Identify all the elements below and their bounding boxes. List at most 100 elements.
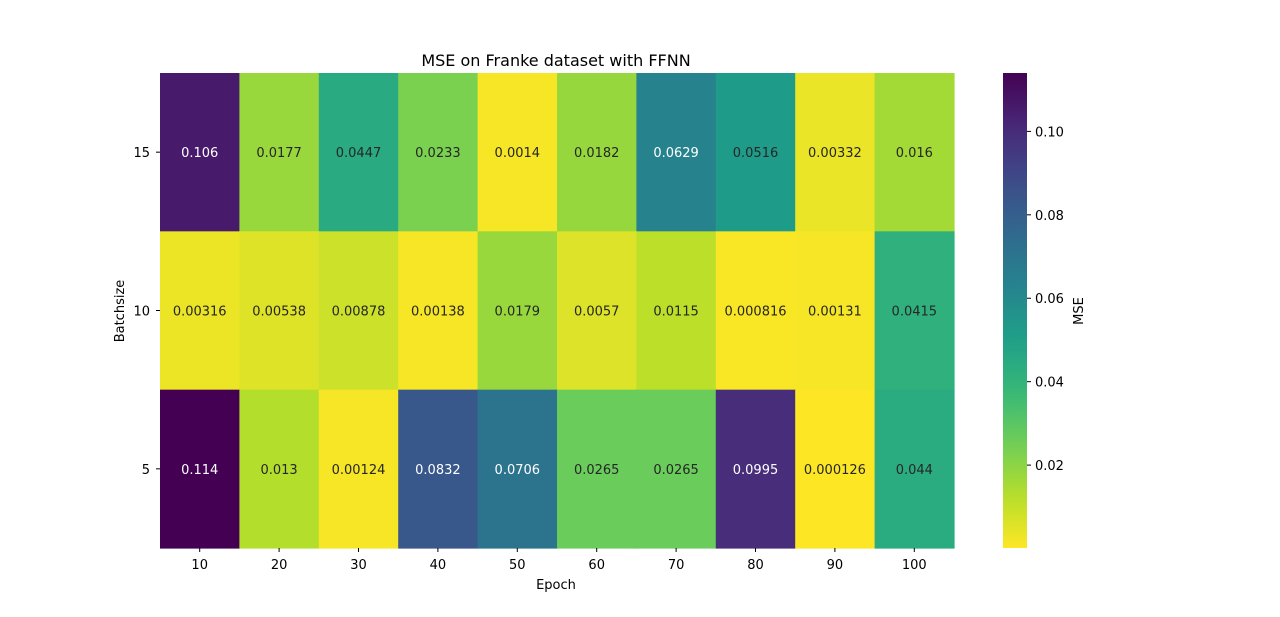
cell-value-label: 0.106	[181, 146, 218, 161]
heatmap-cell: 0.0265	[557, 389, 637, 549]
heatmap-cell-rect	[239, 231, 320, 391]
cell-value-label: 0.000126	[804, 463, 866, 478]
heatmap-cell-rect	[398, 231, 479, 391]
y-tick-label: 10	[133, 305, 150, 320]
cell-value-label: 0.0706	[495, 463, 541, 478]
heatmap-cell-rect	[239, 389, 320, 549]
heatmap-cell-rect	[160, 73, 240, 232]
cell-value-label: 0.0182	[574, 146, 620, 161]
heatmap-cell: 0.00138	[398, 231, 479, 391]
heatmap-cell-rect	[477, 73, 558, 232]
heatmap-cell: 0.0832	[398, 389, 479, 549]
heatmap-cells: 0.106 0.0177 0.0447 0.0233 0.0014 0.0182 0.062…	[160, 73, 955, 549]
x-tick-label: 20	[271, 558, 288, 573]
heatmap-cell: 0.106	[160, 73, 240, 232]
cell-value-label: 0.00538	[252, 305, 306, 320]
heatmap-cell: 0.0057	[557, 231, 637, 391]
heatmap-cell: 0.0629	[636, 73, 717, 232]
cell-value-label: 0.0629	[653, 146, 699, 161]
colorbar-tick-label: 0.02	[1035, 459, 1064, 474]
y-tick-label: 15	[133, 146, 150, 161]
chart-title: MSE on Franke dataset with FFNN	[421, 51, 690, 70]
colorbar: 0.02 0.04 0.06 0.08 0.10	[1003, 73, 1064, 548]
heatmap-cell: 0.044	[874, 389, 955, 549]
heatmap-cell: 0.00332	[795, 73, 876, 232]
x-tick-label: 70	[668, 558, 685, 573]
heatmap-cell: 0.00538	[239, 231, 320, 391]
heatmap-cell-rect	[318, 231, 399, 391]
heatmap-cell: 0.0415	[874, 231, 955, 391]
cell-value-label: 0.0014	[495, 146, 541, 161]
x-tick-label: 100	[902, 558, 927, 573]
heatmap-cell-rect	[239, 73, 320, 232]
heatmap-cell-rect	[874, 231, 955, 391]
heatmap-cell: 0.0447	[318, 73, 399, 232]
colorbar-tick-label: 0.08	[1035, 209, 1064, 224]
colorbar-tick-label: 0.04	[1035, 376, 1064, 391]
x-tick-label: 30	[350, 558, 367, 573]
x-tick-label: 60	[588, 558, 605, 573]
heatmap-cell: 0.0265	[636, 389, 717, 549]
heatmap-cell-rect	[557, 389, 637, 549]
heatmap-cell: 0.00124	[318, 389, 399, 549]
cell-value-label: 0.00131	[808, 305, 862, 320]
heatmap-cell: 0.0177	[239, 73, 320, 232]
heatmap-cell: 0.0995	[715, 389, 796, 549]
heatmap-cell-rect	[398, 389, 479, 549]
heatmap-cell: 0.0516	[715, 73, 796, 232]
cell-value-label: 0.0265	[653, 463, 699, 478]
heatmap-cell-rect	[715, 389, 796, 549]
cell-value-label: 0.044	[896, 463, 933, 478]
x-tick-label: 10	[191, 558, 208, 573]
heatmap-cell: 0.0014	[477, 73, 558, 232]
cell-value-label: 0.00138	[411, 305, 465, 320]
heatmap-cell: 0.0115	[636, 231, 717, 391]
colorbar-tick-label: 0.06	[1035, 292, 1064, 307]
cell-value-label: 0.00878	[332, 305, 386, 320]
heatmap-cell-rect	[318, 389, 399, 549]
heatmap-cell-rect	[398, 73, 479, 232]
heatmap-cell: 0.000816	[715, 231, 796, 391]
y-axis: 15 10 5	[133, 146, 160, 478]
cell-value-label: 0.0516	[733, 146, 779, 161]
cell-value-label: 0.114	[181, 463, 218, 478]
heatmap-cell: 0.000126	[795, 389, 876, 549]
x-tick-label: 50	[509, 558, 526, 573]
x-axis: 10 20 30 40 50 60 70 80 90 100	[191, 548, 927, 573]
heatmap-cell: 0.0179	[477, 231, 558, 391]
y-axis-label: Batchsize	[113, 280, 128, 343]
heatmap-cell-rect	[795, 73, 876, 232]
heatmap-cell: 0.013	[239, 389, 320, 549]
cell-value-label: 0.00316	[173, 305, 227, 320]
cell-value-label: 0.00332	[808, 146, 862, 161]
heatmap-cell: 0.0182	[557, 73, 637, 232]
cell-value-label: 0.0265	[574, 463, 620, 478]
heatmap-cell: 0.00878	[318, 231, 399, 391]
x-tick-label: 40	[430, 558, 447, 573]
heatmap-cell-rect	[715, 231, 796, 391]
heatmap-cell-rect	[160, 389, 240, 549]
heatmap-cell: 0.016	[874, 73, 955, 232]
x-tick-label: 90	[827, 558, 844, 573]
cell-value-label: 0.0447	[336, 146, 382, 161]
cell-value-label: 0.016	[896, 146, 933, 161]
heatmap-cell: 0.00131	[795, 231, 876, 391]
heatmap-cell-rect	[557, 73, 637, 232]
colorbar-label: MSE	[1072, 297, 1087, 325]
x-tick-label: 80	[747, 558, 764, 573]
heatmap-cell-rect	[477, 389, 558, 549]
y-tick-label: 5	[142, 463, 150, 478]
heatmap-cell-rect	[795, 389, 876, 549]
cell-value-label: 0.000816	[724, 305, 786, 320]
heatmap-cell-rect	[477, 231, 558, 391]
heatmap-cell-rect	[636, 389, 717, 549]
heatmap-cell-rect	[636, 231, 717, 391]
cell-value-label: 0.0177	[256, 146, 302, 161]
cell-value-label: 0.00124	[332, 463, 386, 478]
heatmap-cell-rect	[160, 231, 240, 391]
cell-value-label: 0.0832	[415, 463, 461, 478]
heatmap-cell-rect	[636, 73, 717, 232]
colorbar-tick-label: 0.10	[1035, 125, 1064, 140]
heatmap-cell-rect	[874, 73, 955, 232]
